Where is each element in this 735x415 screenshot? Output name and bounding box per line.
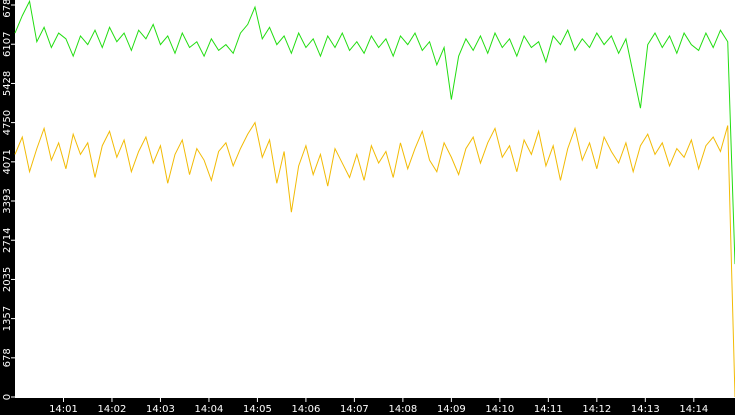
y-tick-label: 5428 (2, 71, 13, 96)
x-tick-label: 14:03 (146, 404, 175, 415)
x-tick-label: 14:10 (485, 404, 514, 415)
x-tick-label: 14:07 (340, 404, 369, 415)
y-tick-label: 0 (2, 394, 13, 400)
x-tick-label: 14:12 (582, 404, 611, 415)
y-axis-strip (0, 0, 15, 415)
y-tick-label: 2035 (2, 267, 13, 292)
y-tick-label: 2714 (2, 227, 13, 252)
x-tick-label: 14:09 (437, 404, 466, 415)
x-tick-label: 14:05 (243, 404, 272, 415)
x-tick-label: 14:06 (291, 404, 320, 415)
x-tick-label: 14:04 (195, 404, 224, 415)
x-tick-label: 14:08 (388, 404, 417, 415)
y-tick-label: 6107 (2, 31, 13, 56)
x-tick-label: 14:01 (49, 404, 78, 415)
y-tick-label: 4071 (2, 149, 13, 174)
x-tick-label: 14:14 (679, 404, 708, 415)
x-axis-strip (0, 398, 735, 415)
x-tick-label: 14:11 (534, 404, 563, 415)
series-line (14, 121, 735, 398)
series-line (14, 0, 735, 265)
y-tick-label: 4750 (2, 110, 13, 135)
x-tick-label: 14:13 (631, 404, 660, 415)
y-tick-label: 6786 (2, 0, 13, 18)
y-tick-label: 1357 (2, 306, 13, 331)
x-tick-label: 14:02 (98, 404, 127, 415)
y-tick-label: 678 (2, 348, 13, 367)
y-tick-label: 3393 (2, 188, 13, 213)
